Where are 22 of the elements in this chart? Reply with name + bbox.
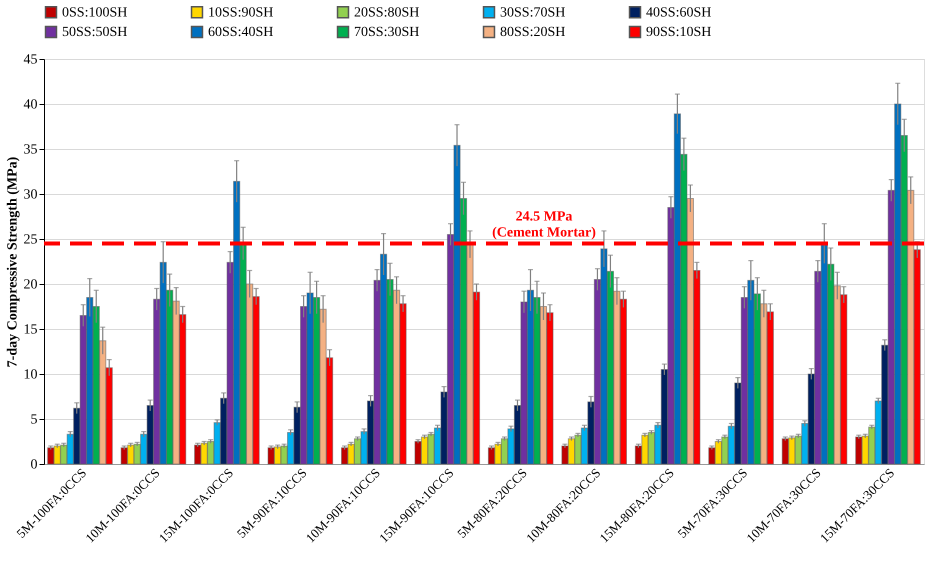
y-tick-label: 40 [24, 98, 38, 112]
y-tick-label: 30 [24, 188, 38, 202]
y-tick-label: 15 [24, 322, 38, 338]
legend-label: 0SS:100SH [62, 5, 128, 20]
legend-label: 50SS:50SH [62, 25, 128, 40]
y-tick-label: 35 [24, 142, 38, 158]
legend-label: 80SS:20SH [500, 25, 566, 40]
y-tick-label: 45 [24, 52, 38, 68]
legend-label: 10SS:90SH [208, 5, 274, 20]
y-axis-title: 7-day Compressive Strength (MPa) [6, 156, 20, 368]
y-tick-label: 20 [24, 278, 38, 292]
legend-label: 60SS:40SH [208, 25, 274, 40]
ref-line-label: 24.5 MPa (Cement Mortar) [492, 210, 596, 240]
legend-label: 90SS:10SH [646, 25, 712, 40]
y-tick-label: 5 [30, 412, 38, 428]
legend-label: 70SS:30SH [354, 25, 420, 40]
y-tick-label: 10 [24, 368, 38, 382]
y-tick-label: 0 [30, 458, 38, 472]
legend-label: 30SS:70SH [500, 5, 566, 20]
legend-label: 20SS:80SH [354, 5, 420, 20]
legend-label: 40SS:60SH [646, 5, 712, 20]
y-tick-label: 25 [24, 232, 38, 248]
